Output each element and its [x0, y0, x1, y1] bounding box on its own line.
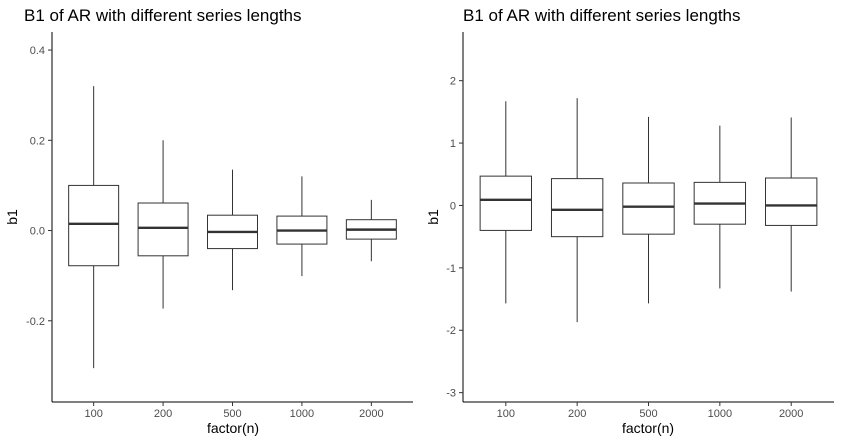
- right-boxplot-panel: B1 of AR with different series lengths b…: [425, 6, 834, 436]
- right-y-tick-label: -2: [446, 325, 456, 337]
- right-iqr-box: [765, 177, 818, 226]
- right-box-500: [622, 116, 675, 304]
- left-boxplot-panel: B1 of AR with different series lengths b…: [4, 6, 413, 436]
- right-x-tick-label: 2000: [779, 408, 803, 420]
- left-x-tick-label: 1000: [290, 408, 314, 420]
- left-box-1000: [276, 176, 328, 277]
- right-y-tick-label: 1: [450, 138, 456, 150]
- left-y-tick-label: -0.2: [26, 316, 45, 328]
- left-iqr-box: [68, 184, 120, 267]
- left-chart-title: B1 of AR with different series lengths: [24, 6, 302, 25]
- left-x-tick-label: 2000: [359, 408, 383, 420]
- right-x-tick-label: 1000: [708, 408, 732, 420]
- right-x-tick-label: 500: [639, 408, 657, 420]
- right-box-1000: [693, 125, 747, 289]
- right-iqr-box: [550, 178, 604, 238]
- left-y-tick-label: 0.0: [30, 226, 45, 238]
- right-x-tick-label: 100: [497, 408, 515, 420]
- left-iqr-box: [137, 202, 189, 257]
- left-y-axis-title: b1: [4, 209, 20, 225]
- left-box-500: [207, 169, 258, 291]
- right-y-tick-label: -3: [446, 388, 456, 400]
- right-x-axis-title: factor(n): [622, 420, 674, 436]
- left-y-tick-label: 0.4: [30, 45, 45, 57]
- right-iqr-box: [479, 175, 532, 231]
- right-box-100: [479, 101, 532, 304]
- right-chart-title: B1 of AR with different series lengths: [463, 6, 741, 25]
- right-box-2000: [765, 117, 818, 292]
- right-iqr-box: [622, 182, 675, 235]
- right-y-tick-label: 2: [450, 76, 456, 88]
- right-y-tick-label: -1: [446, 263, 456, 275]
- right-x-tick-label: 200: [568, 408, 586, 420]
- left-y-tick-label: 0.2: [30, 135, 45, 147]
- left-x-tick-label: 500: [223, 408, 241, 420]
- right-y-tick-label: 0: [450, 200, 456, 212]
- left-box-100: [68, 86, 120, 369]
- left-x-axis-title: factor(n): [207, 420, 259, 436]
- right-box-200: [550, 98, 604, 323]
- left-x-tick-label: 100: [84, 408, 102, 420]
- left-box-2000: [345, 199, 397, 262]
- right-y-axis-title: b1: [425, 209, 441, 225]
- left-box-200: [137, 140, 189, 309]
- left-x-tick-label: 200: [154, 408, 172, 420]
